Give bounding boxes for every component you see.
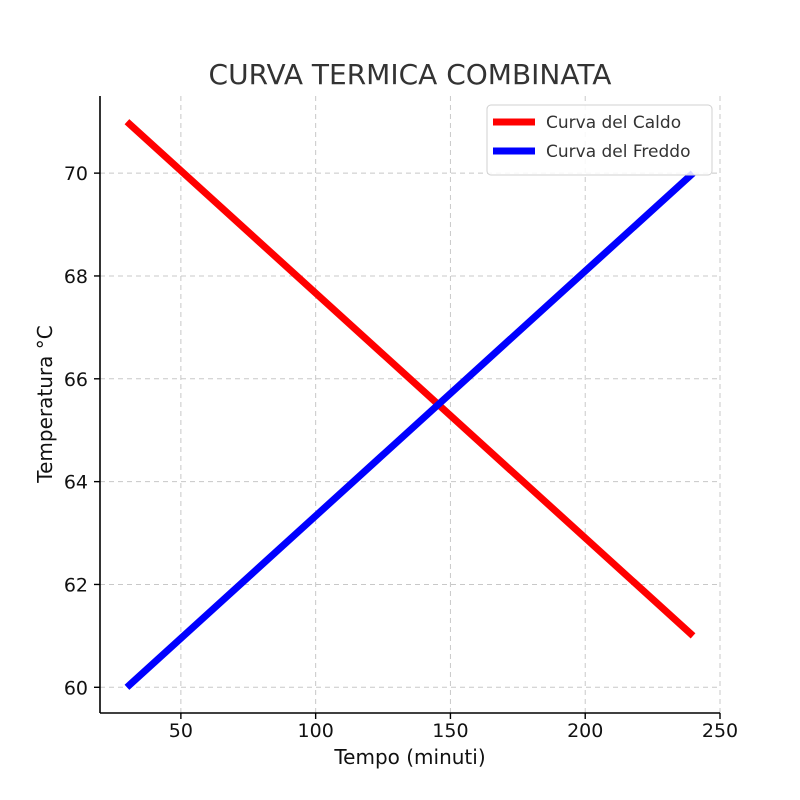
series-lines bbox=[124, 119, 696, 690]
series-line-2 bbox=[124, 170, 696, 690]
x-tick-label: 50 bbox=[169, 720, 193, 742]
tick-labels: 50 100 150 200 250 60 62 64 66 68 70 bbox=[64, 163, 738, 742]
y-tick-label: 64 bbox=[64, 472, 88, 494]
axes bbox=[99, 96, 720, 714]
legend: Curva del Caldo Curva del Freddo bbox=[486, 104, 713, 176]
grid bbox=[100, 96, 721, 713]
x-tick-label: 150 bbox=[432, 720, 468, 742]
x-tick-label: 100 bbox=[298, 720, 334, 742]
y-tick-label: 68 bbox=[64, 266, 88, 288]
series-line-1 bbox=[124, 119, 696, 639]
x-axis-label: Tempo (minuti) bbox=[333, 745, 485, 769]
y-tick-label: 66 bbox=[64, 369, 88, 391]
x-tick-label: 250 bbox=[702, 720, 738, 742]
y-tick-label: 62 bbox=[64, 574, 88, 596]
x-tick-label: 200 bbox=[567, 720, 603, 742]
legend-label: Curva del Caldo bbox=[546, 113, 681, 133]
y-axis-label: Temperatura °C bbox=[33, 325, 57, 483]
legend-box bbox=[486, 104, 713, 176]
y-tick-label: 70 bbox=[64, 163, 88, 185]
chart-title: CURVA TERMICA COMBINATA bbox=[209, 58, 612, 91]
y-tick-label: 60 bbox=[64, 677, 88, 699]
legend-label: Curva del Freddo bbox=[546, 142, 691, 162]
